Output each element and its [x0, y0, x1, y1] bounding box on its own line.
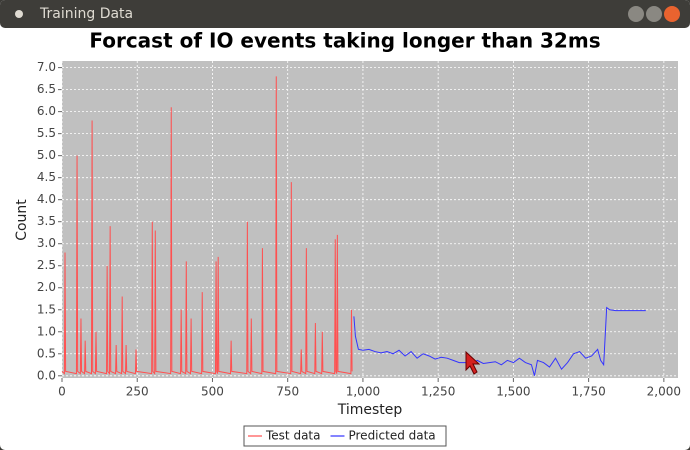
- x-tick-label: 250: [126, 385, 149, 399]
- y-tick-label: 0.0: [37, 368, 56, 382]
- minimize-button[interactable]: [628, 6, 644, 22]
- y-tick-label: 3.0: [37, 236, 56, 250]
- chart-title: Forcast of IO events taking longer than …: [89, 29, 600, 53]
- y-tick-label: 4.5: [37, 170, 56, 184]
- y-tick-label: 5.0: [37, 148, 56, 162]
- y-tick-label: 5.5: [37, 126, 56, 140]
- x-tick-label: 750: [276, 385, 299, 399]
- series-line: [61, 76, 353, 375]
- x-tick-label: 1,500: [496, 385, 530, 399]
- y-tick-label: 1.5: [37, 302, 56, 316]
- legend-label: Predicted data: [348, 429, 435, 443]
- x-tick-label: 2,000: [647, 385, 681, 399]
- close-button[interactable]: [664, 6, 680, 22]
- plot: 0.0 0.5 1.0 1.5 2.0 2.5 3.0 3.5 4.0 4.5 5.0 5.5 6.0 6…: [37, 60, 681, 398]
- maximize-button[interactable]: [646, 6, 662, 22]
- y-tick-label: 3.5: [37, 214, 56, 228]
- x-axis-label: Timestep: [337, 402, 403, 418]
- x-tick-label: 1,750: [571, 385, 605, 399]
- mouse-cursor: [465, 350, 481, 375]
- y-tick-label: 2.5: [37, 258, 56, 272]
- x-tick-label: 1,250: [421, 385, 455, 399]
- y-tick-label: 6.5: [37, 82, 56, 96]
- y-tick-label: 7.0: [37, 60, 56, 74]
- x-tick-label: 500: [201, 385, 224, 399]
- window-title: Training Data: [39, 6, 133, 22]
- y-axis-label: Count: [14, 199, 30, 241]
- y-tick-label: 4.0: [37, 192, 56, 206]
- y-tick-label: 6.0: [37, 104, 56, 118]
- legend: [243, 425, 447, 447]
- y-tick-label: 2.0: [37, 280, 56, 294]
- window-icon: [15, 10, 23, 18]
- series-line: [353, 306, 646, 376]
- x-tick-label: 0: [58, 385, 66, 399]
- y-tick-label: 0.5: [37, 346, 56, 360]
- plot-area: [62, 61, 678, 378]
- legend-items: Test data Predicted data: [248, 429, 436, 443]
- y-tick-label: 1.0: [37, 324, 56, 338]
- legend-label: Test data: [265, 429, 320, 443]
- title-bar: [0, 0, 690, 28]
- x-tick-label: 1,000: [346, 385, 380, 399]
